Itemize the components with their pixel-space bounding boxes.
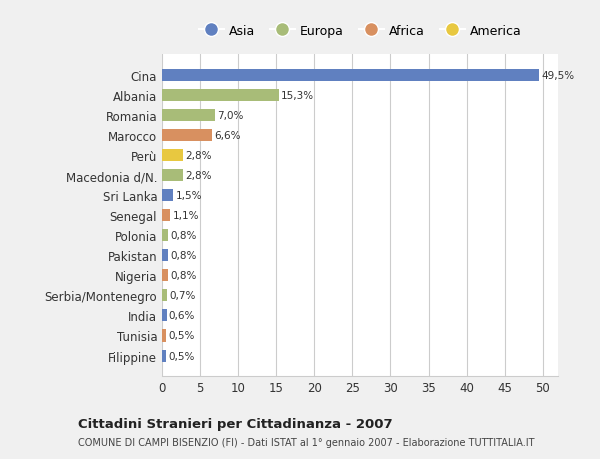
Text: COMUNE DI CAMPI BISENZIO (FI) - Dati ISTAT al 1° gennaio 2007 - Elaborazione TUT: COMUNE DI CAMPI BISENZIO (FI) - Dati IST…	[78, 437, 535, 447]
Text: 7,0%: 7,0%	[218, 111, 244, 121]
Text: 15,3%: 15,3%	[281, 91, 314, 101]
Text: 0,6%: 0,6%	[169, 311, 195, 321]
Text: 0,8%: 0,8%	[170, 231, 197, 241]
Text: 2,8%: 2,8%	[185, 151, 212, 161]
Bar	[162, 70, 539, 82]
Text: 1,1%: 1,1%	[173, 211, 199, 221]
Bar	[162, 110, 215, 122]
Bar	[162, 130, 212, 142]
Bar	[162, 190, 173, 202]
Text: 6,6%: 6,6%	[215, 131, 241, 141]
Text: 0,7%: 0,7%	[170, 291, 196, 301]
Text: 1,5%: 1,5%	[176, 191, 202, 201]
Bar	[162, 350, 166, 362]
Text: 0,5%: 0,5%	[168, 351, 194, 361]
Bar	[162, 290, 167, 302]
Bar	[162, 270, 168, 282]
Bar	[162, 90, 278, 102]
Bar	[162, 230, 168, 242]
Text: 49,5%: 49,5%	[541, 71, 574, 81]
Bar	[162, 170, 184, 182]
Text: 0,8%: 0,8%	[170, 271, 197, 281]
Text: 0,5%: 0,5%	[168, 331, 194, 341]
Bar	[162, 310, 167, 322]
Legend: Asia, Europa, Africa, America: Asia, Europa, Africa, America	[194, 20, 526, 43]
Bar	[162, 210, 170, 222]
Bar	[162, 330, 166, 342]
Bar	[162, 150, 184, 162]
Text: Cittadini Stranieri per Cittadinanza - 2007: Cittadini Stranieri per Cittadinanza - 2…	[78, 417, 392, 430]
Text: 0,8%: 0,8%	[170, 251, 197, 261]
Text: 2,8%: 2,8%	[185, 171, 212, 181]
Bar	[162, 250, 168, 262]
